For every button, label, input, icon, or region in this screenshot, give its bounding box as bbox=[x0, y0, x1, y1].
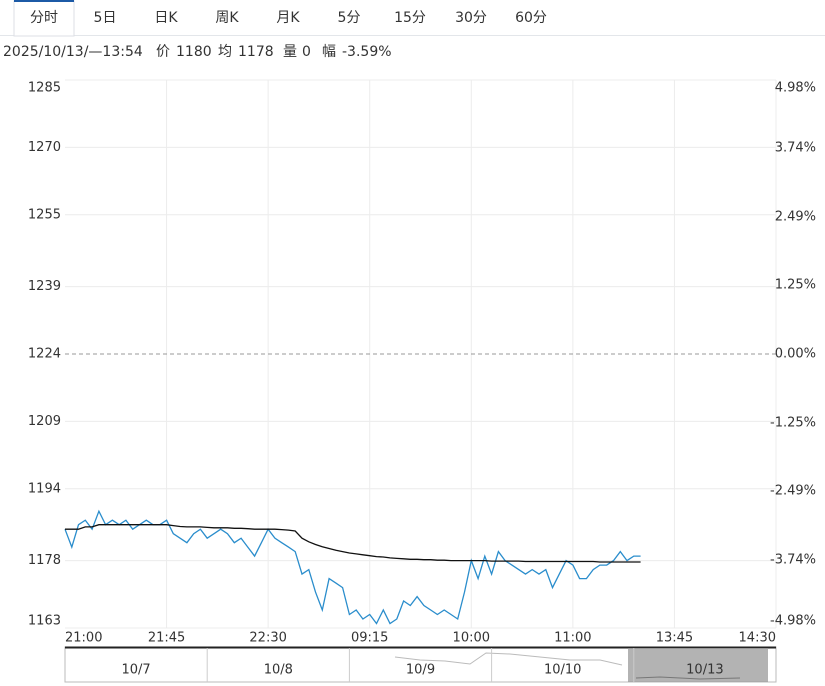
tab-label[interactable]: 5日 bbox=[94, 10, 117, 26]
y-tick-label: 1178 bbox=[28, 553, 61, 568]
y2-tick-label: 4.98% bbox=[775, 81, 816, 96]
tab-label[interactable]: 分时 bbox=[30, 10, 58, 26]
y2-tick-label: 0.00% bbox=[775, 347, 816, 362]
y-tick-label: 1239 bbox=[28, 279, 61, 294]
active-tab[interactable] bbox=[13, 0, 75, 37]
tab-label[interactable]: 60分 bbox=[515, 10, 547, 26]
tab-label[interactable]: 周K bbox=[215, 10, 239, 26]
y2-tick-label: 3.74% bbox=[775, 141, 816, 156]
info-value: -3.59% bbox=[342, 44, 392, 60]
y2-tick-label: -2.49% bbox=[770, 484, 816, 499]
y-tick-label: 1224 bbox=[28, 347, 61, 362]
navigator-trace bbox=[635, 676, 741, 680]
info-value: 1178 bbox=[238, 44, 274, 60]
tab-label[interactable]: 5分 bbox=[338, 10, 361, 26]
x-tick-label: 11:00 bbox=[554, 631, 591, 646]
y2-tick-label: 2.49% bbox=[775, 210, 816, 225]
x-tick-label: 21:00 bbox=[65, 631, 102, 646]
active-tab-marker bbox=[14, 0, 74, 2]
navigator-label[interactable]: 10/7 bbox=[121, 663, 150, 678]
x-tick-label: 14:30 bbox=[739, 631, 776, 646]
series-line bbox=[65, 524, 641, 563]
y2-tick-label: -4.98% bbox=[770, 614, 816, 629]
navigator-label[interactable]: 10/8 bbox=[264, 663, 293, 678]
info-label: 均 bbox=[218, 44, 232, 60]
tab-label[interactable]: 日K bbox=[154, 10, 178, 26]
info-value: 1180 bbox=[176, 44, 212, 60]
navigator-label[interactable]: 10/10 bbox=[544, 663, 581, 678]
y-tick-label: 1209 bbox=[28, 414, 61, 429]
y-tick-label: 1270 bbox=[28, 140, 61, 155]
x-tick-label: 21:45 bbox=[148, 631, 185, 646]
navigator-selection[interactable] bbox=[628, 648, 768, 682]
x-tick-label: 22:30 bbox=[249, 631, 286, 646]
navigator-label[interactable]: 10/9 bbox=[406, 663, 435, 678]
info-value: 0 bbox=[302, 44, 311, 60]
y-tick-label: 1285 bbox=[28, 81, 61, 96]
x-tick-label: 13:45 bbox=[656, 631, 693, 646]
y2-tick-label: -1.25% bbox=[770, 415, 816, 430]
navigator-label[interactable]: 10/13 bbox=[686, 663, 723, 678]
y-tick-label: 1194 bbox=[28, 481, 61, 496]
x-tick-label: 09:15 bbox=[351, 631, 388, 646]
tab-label[interactable]: 15分 bbox=[394, 10, 426, 26]
info-time: 2025/10/13/—13:54 bbox=[3, 44, 143, 60]
y-tick-label: 1255 bbox=[28, 207, 61, 222]
info-label: 幅 bbox=[322, 44, 336, 60]
info-label: 价 bbox=[156, 44, 170, 60]
tab-label[interactable]: 30分 bbox=[455, 10, 487, 26]
navigator-trace bbox=[394, 652, 623, 666]
x-tick-label: 10:00 bbox=[453, 631, 490, 646]
y2-tick-label: 1.25% bbox=[775, 278, 816, 293]
series-line bbox=[64, 509, 641, 625]
tab-label[interactable]: 月K bbox=[276, 10, 300, 26]
info-label: 量 bbox=[283, 44, 297, 60]
y-tick-label: 1163 bbox=[28, 614, 61, 629]
tab-bar bbox=[0, 0, 825, 35]
y2-tick-label: -3.74% bbox=[770, 552, 816, 567]
